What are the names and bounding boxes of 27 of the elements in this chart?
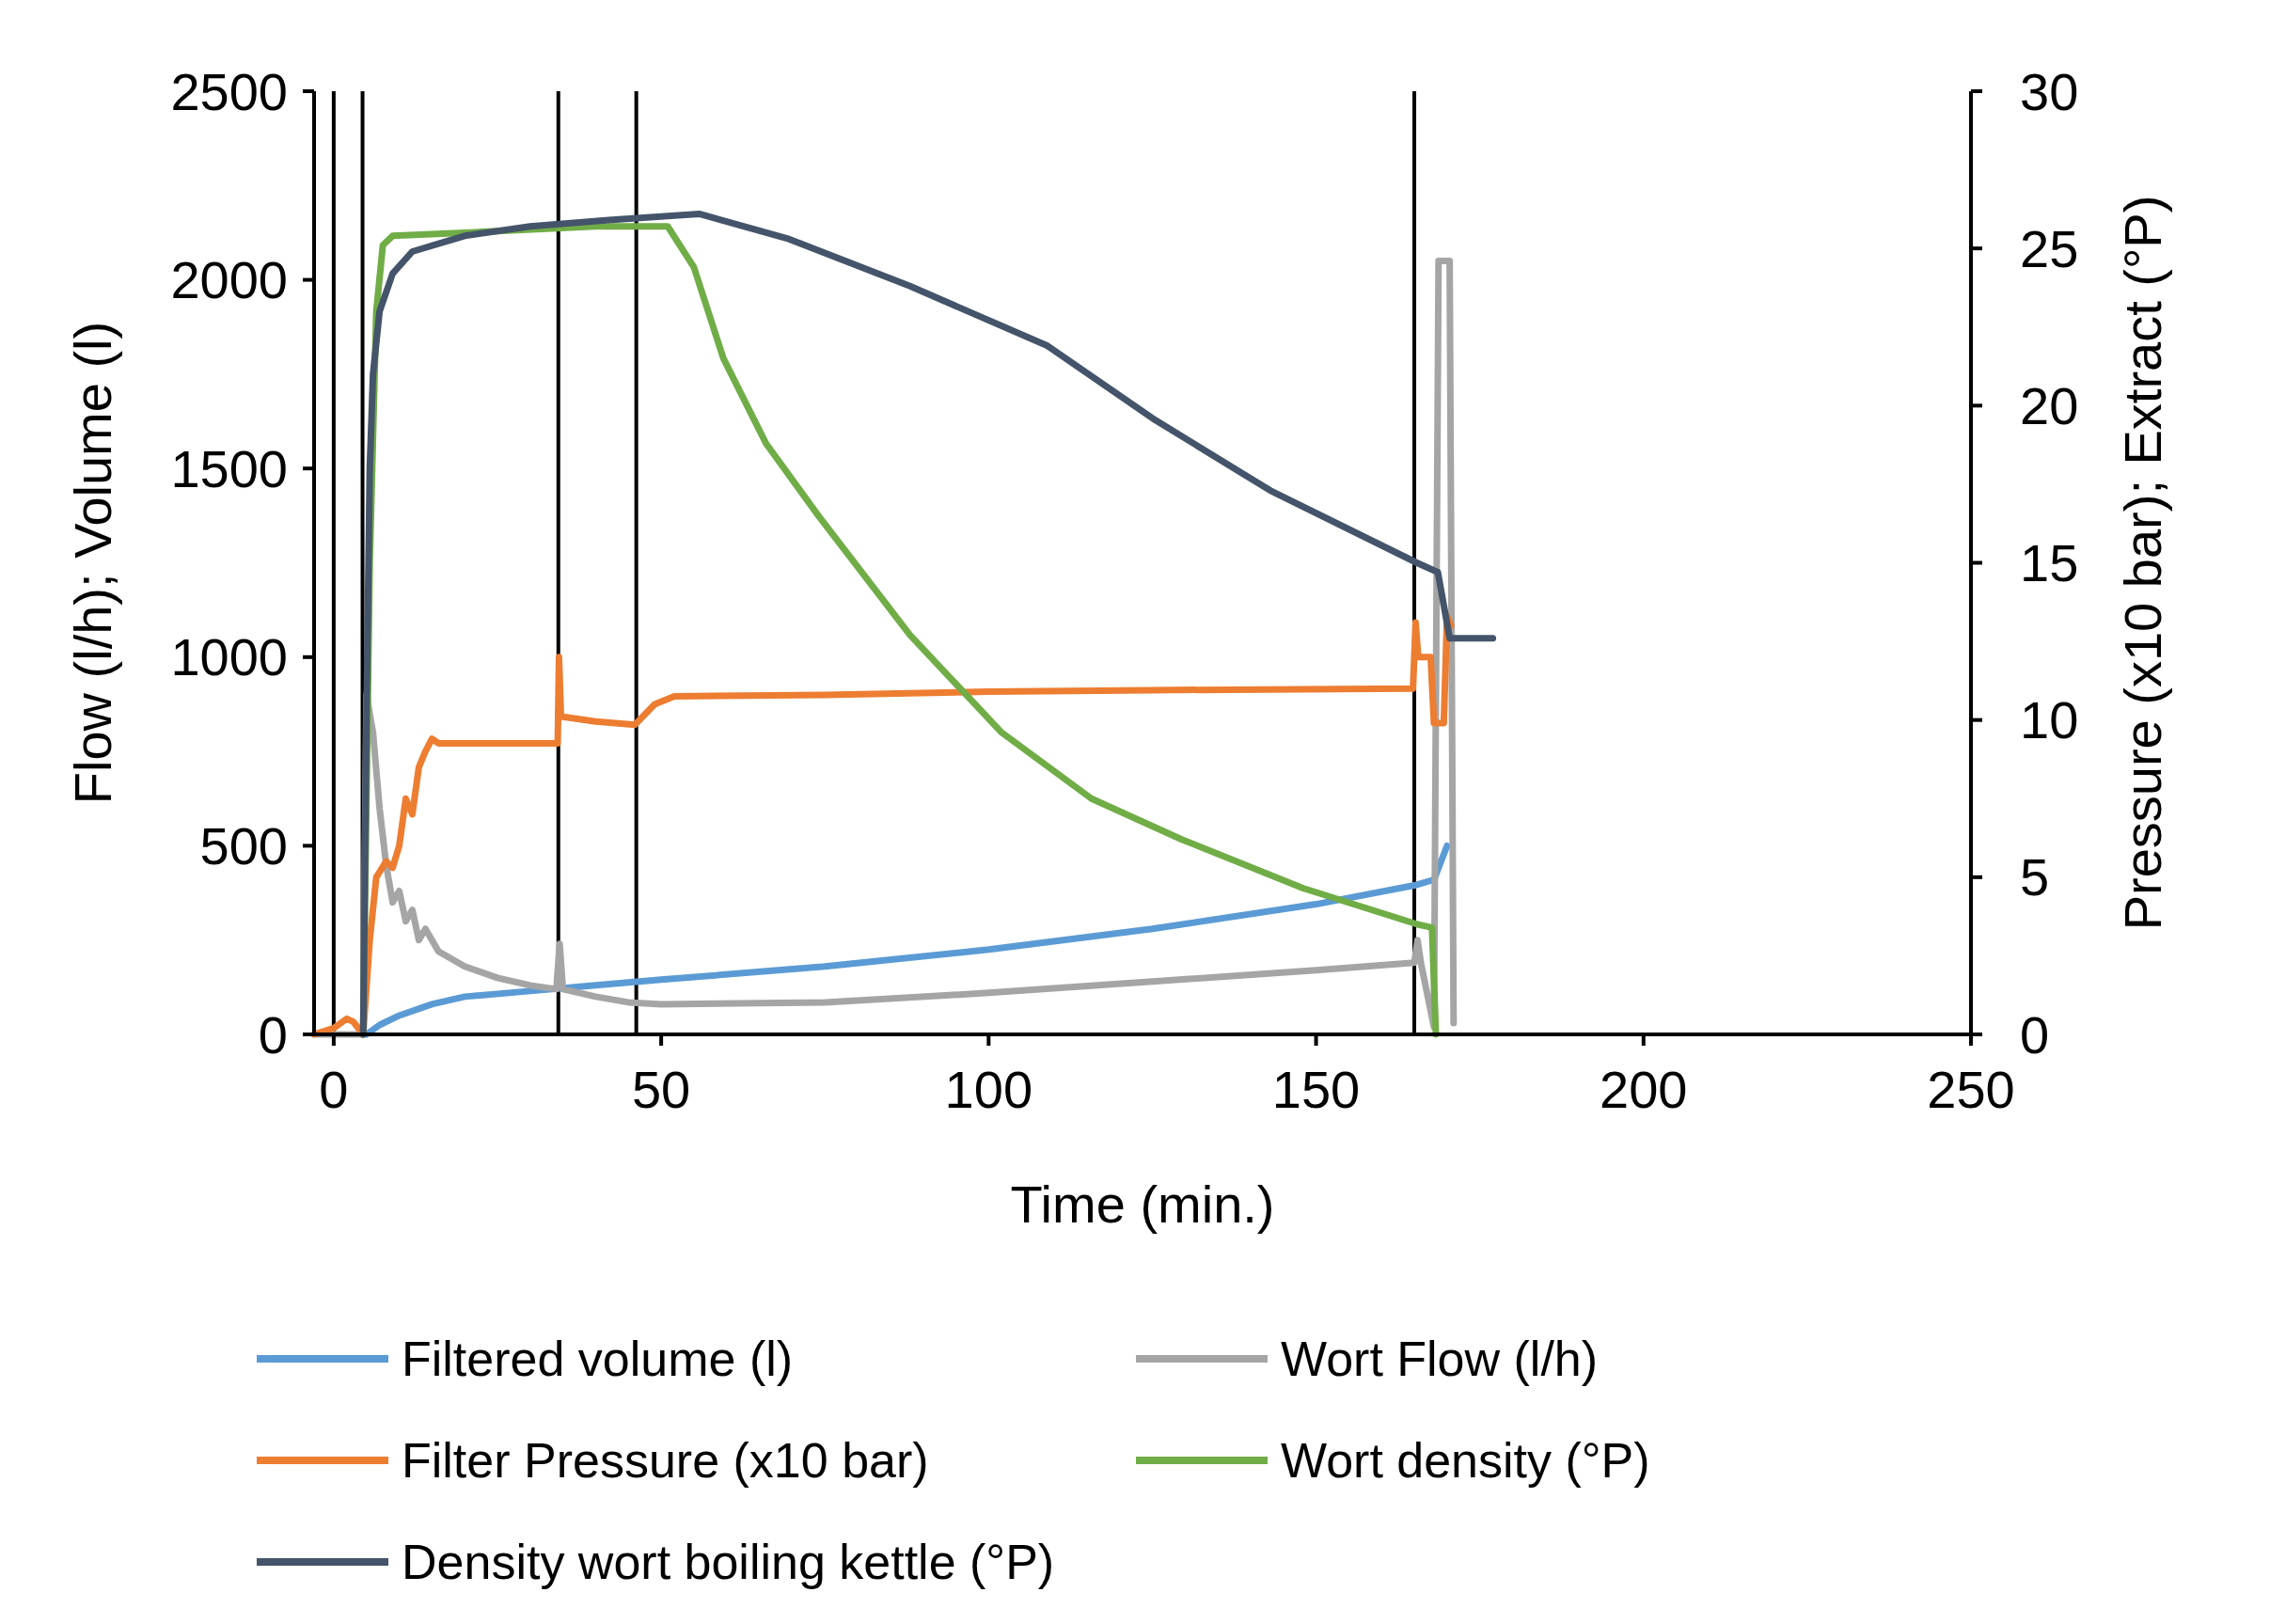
y-tick-label: 1000: [170, 627, 288, 687]
legend-label: Filtered volume (l): [402, 1332, 794, 1387]
legend-label: Filter Pressure (x10 bar): [402, 1433, 929, 1489]
y2-tick-label: 15: [2020, 533, 2079, 593]
y2-tick-label: 30: [2020, 61, 2079, 121]
y-tick-label: 500: [199, 816, 288, 875]
x-tick-label: 200: [1600, 1060, 1688, 1119]
y-axis-title: Flow (l/h); Volume (l): [63, 321, 122, 805]
y2-tick-label: 5: [2020, 847, 2050, 907]
x-tick-label: 0: [319, 1060, 349, 1119]
y2-axis-title: Pressure (x10 bar); Extract (°P): [2113, 195, 2172, 931]
y2-tick-label: 20: [2020, 375, 2079, 435]
legend-label: Wort density (°P): [1281, 1433, 1650, 1489]
x-tick-label: 150: [1271, 1060, 1361, 1119]
x-tick-label: 50: [631, 1060, 691, 1119]
x-tick-label: 250: [1927, 1060, 2015, 1119]
x-axis-title: Time (min.): [1010, 1175, 1275, 1234]
y2-tick-label: 25: [2020, 218, 2079, 278]
y-tick-label: 2000: [170, 250, 288, 310]
x-tick-label: 100: [944, 1060, 1033, 1119]
y-tick-label: 0: [258, 1004, 288, 1064]
legend-label: Wort Flow (l/h): [1281, 1332, 1599, 1387]
y-tick-label: 1500: [170, 438, 288, 498]
y-tick-label: 2500: [170, 61, 288, 121]
y2-tick-label: 10: [2020, 690, 2079, 750]
legend-label: Density wort boiling kettle (°P): [402, 1535, 1055, 1590]
y2-tick-label: 0: [2020, 1004, 2050, 1064]
